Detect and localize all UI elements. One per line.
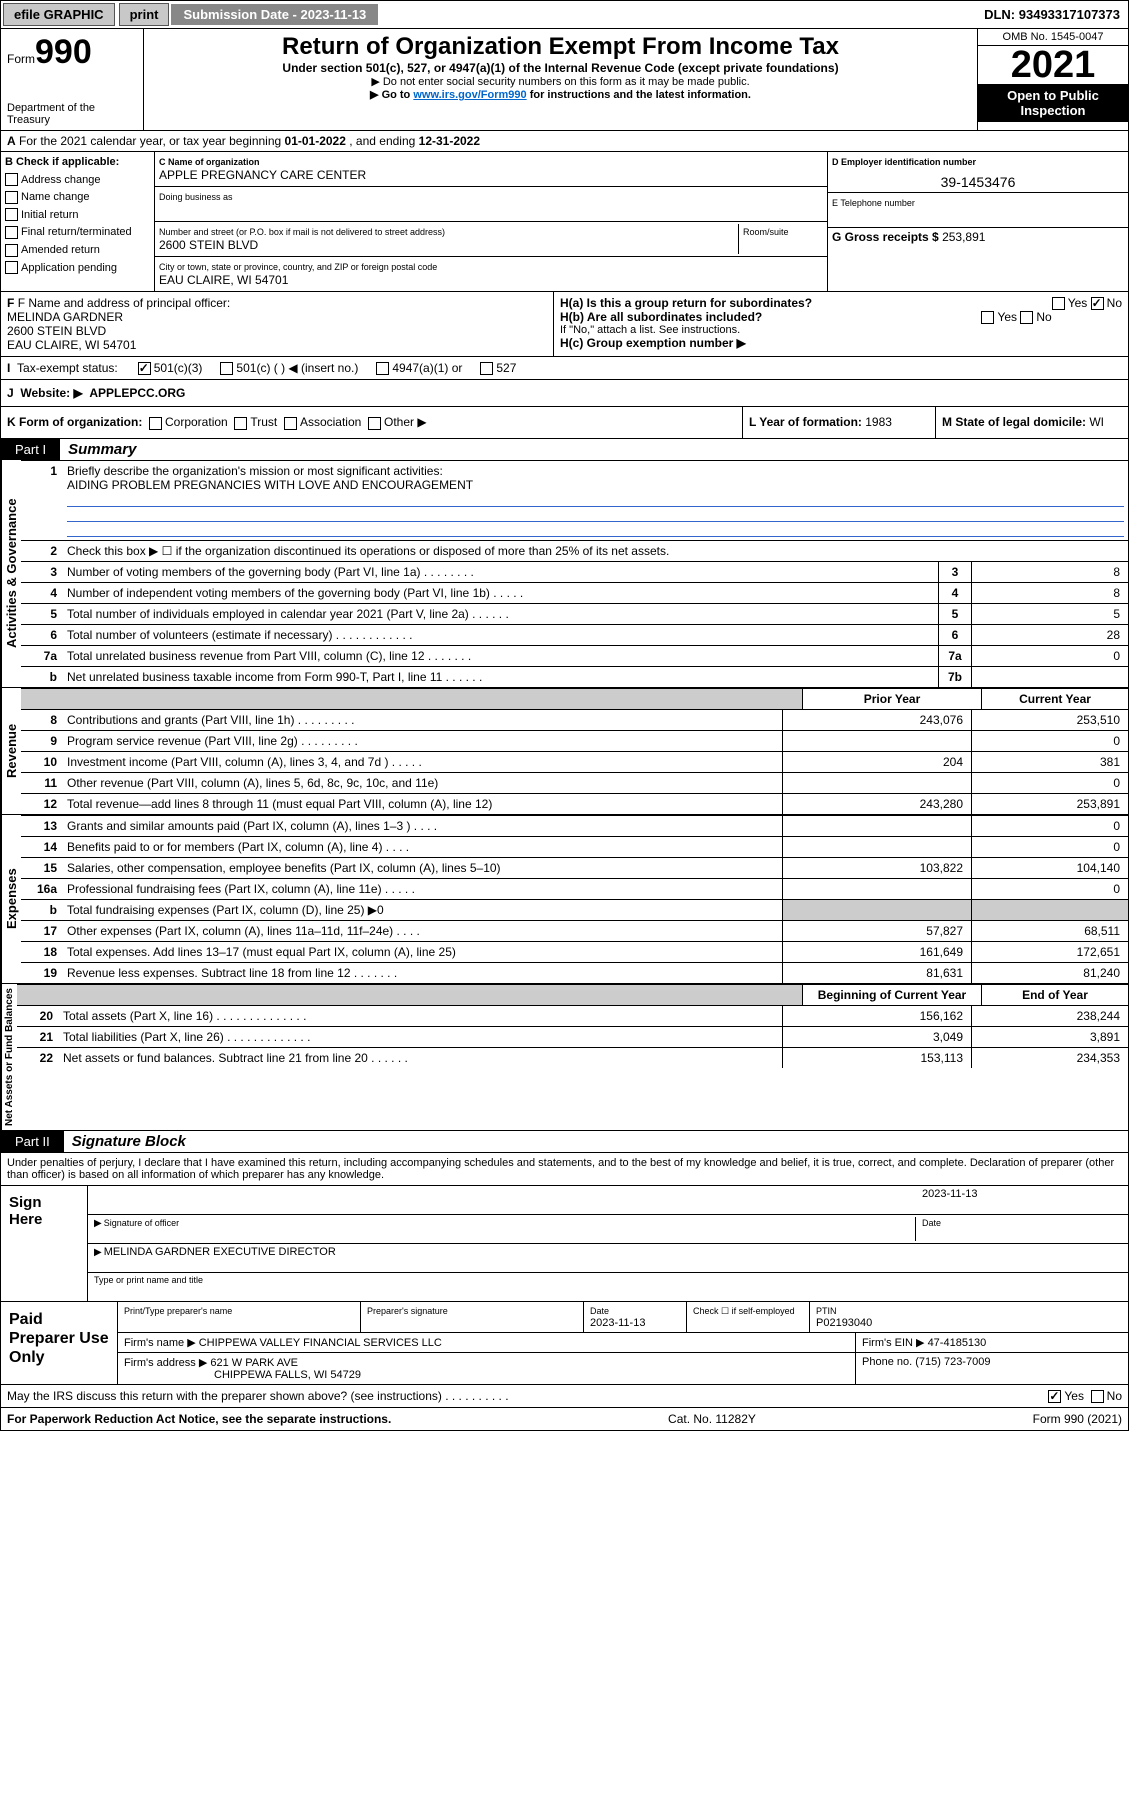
firm-addr: 621 W PARK AVE <box>210 1357 298 1369</box>
table-row: 5Total number of individuals employed in… <box>21 603 1128 624</box>
part1: Part ISummary Activities & Governance 1B… <box>0 439 1129 1131</box>
check-b: B Check if applicable: Address change Na… <box>1 152 155 291</box>
city: EAU CLAIRE, WI 54701 <box>159 273 288 287</box>
penalty-text: Under penalties of perjury, I declare th… <box>0 1153 1129 1186</box>
officer-name-title: MELINDA GARDNER EXECUTIVE DIRECTOR <box>104 1246 336 1270</box>
table-row: 10Investment income (Part VIII, column (… <box>21 751 1128 772</box>
mission: AIDING PROBLEM PREGNANCIES WITH LOVE AND… <box>67 478 473 492</box>
ptin: P02193040 <box>816 1317 872 1329</box>
form-title: Return of Organization Exempt From Incom… <box>150 33 971 61</box>
table-row: 22Net assets or fund balances. Subtract … <box>17 1047 1128 1068</box>
open-inspection: Open to Public Inspection <box>978 84 1128 122</box>
row-i: I Tax-exempt status: 501(c)(3) 501(c) ( … <box>0 357 1129 380</box>
net-label: Net Assets or Fund Balances <box>1 984 17 1130</box>
submission-date: Submission Date - 2023-11-13 <box>171 4 378 25</box>
year-formation: 1983 <box>865 415 892 429</box>
row-k-l-m: K Form of organization: Corporation Trus… <box>0 407 1129 438</box>
table-row: 18Total expenses. Add lines 13–17 (must … <box>21 941 1128 962</box>
sign-date: 2023-11-13 <box>922 1188 1122 1212</box>
table-row: bNet unrelated business taxable income f… <box>21 666 1128 687</box>
firm-ein: 47-4185130 <box>928 1337 987 1349</box>
website: APPLEPCC.ORG <box>89 386 185 400</box>
table-row: 16aProfessional fundraising fees (Part I… <box>21 878 1128 899</box>
rev-label: Revenue <box>1 688 21 814</box>
tax-year: 2021 <box>978 46 1128 84</box>
footer: For Paperwork Reduction Act Notice, see … <box>0 1408 1129 1431</box>
row-f-h: F F Name and address of principal office… <box>0 292 1129 357</box>
table-row: 8Contributions and grants (Part VIII, li… <box>21 709 1128 730</box>
efile-button[interactable]: efile GRAPHIC <box>3 3 115 26</box>
table-row: 13Grants and similar amounts paid (Part … <box>21 815 1128 836</box>
topbar: efile GRAPHIC print Submission Date - 20… <box>0 0 1129 29</box>
table-row: 14Benefits paid to or for members (Part … <box>21 836 1128 857</box>
print-button[interactable]: print <box>119 3 170 26</box>
part1-header: Part I <box>1 439 60 460</box>
table-row: bTotal fundraising expenses (Part IX, co… <box>21 899 1128 920</box>
table-row: 6Total number of volunteers (estimate if… <box>21 624 1128 645</box>
firm-name: CHIPPEWA VALLEY FINANCIAL SERVICES LLC <box>199 1337 442 1349</box>
dln: DLN: 93493317107373 <box>976 4 1128 25</box>
dept-label: Department of the Treasury <box>7 102 137 126</box>
table-row: 11Other revenue (Part VIII, column (A), … <box>21 772 1128 793</box>
table-row: 9Program service revenue (Part VIII, lin… <box>21 730 1128 751</box>
org-name: APPLE PREGNANCY CARE CENTER <box>159 168 366 182</box>
firm-phone: (715) 723-7009 <box>915 1356 990 1368</box>
table-row: 15Salaries, other compensation, employee… <box>21 857 1128 878</box>
table-row: 3Number of voting members of the governi… <box>21 561 1128 582</box>
table-row: 17Other expenses (Part IX, column (A), l… <box>21 920 1128 941</box>
paid-preparer: Paid Preparer Use Only Print/Type prepar… <box>0 1302 1129 1385</box>
cat-no: Cat. No. 11282Y <box>391 1412 1032 1426</box>
sign-here: Sign Here 2023-11-13 Signature of office… <box>0 1186 1129 1302</box>
table-row: 21Total liabilities (Part X, line 26) . … <box>17 1026 1128 1047</box>
form-link: ▶ Go to www.irs.gov/Form990 for instruct… <box>150 88 971 101</box>
row-j: J Website: ▶ APPLEPCC.ORG <box>0 380 1129 407</box>
gov-label: Activities & Governance <box>1 460 21 687</box>
prep-date: 2023-11-13 <box>590 1317 645 1329</box>
exp-label: Expenses <box>1 815 21 983</box>
part2: Part IISignature Block <box>0 1131 1129 1153</box>
table-row: 4Number of independent voting members of… <box>21 582 1128 603</box>
gross-receipts: 253,891 <box>942 230 985 244</box>
form-header: Form990 Department of the Treasury Retur… <box>0 29 1129 131</box>
part2-header: Part II <box>1 1131 64 1152</box>
table-row: 20Total assets (Part X, line 16) . . . .… <box>17 1005 1128 1026</box>
form-number: Form990 <box>7 33 137 72</box>
irs-link[interactable]: www.irs.gov/Form990 <box>413 89 526 101</box>
table-row: 7aTotal unrelated business revenue from … <box>21 645 1128 666</box>
table-row: 12Total revenue—add lines 8 through 11 (… <box>21 793 1128 814</box>
form-subtitle: Under section 501(c), 527, or 4947(a)(1)… <box>150 61 971 75</box>
street: 2600 STEIN BLVD <box>159 238 258 252</box>
domicile: WI <box>1089 415 1104 429</box>
ein: 39-1453476 <box>832 168 1124 190</box>
row-a: A For the 2021 calendar year, or tax yea… <box>0 131 1129 152</box>
officer-name: MELINDA GARDNER <box>7 310 123 324</box>
form-note1: ▶ Do not enter social security numbers o… <box>150 75 971 88</box>
section-bcdeg: B Check if applicable: Address change Na… <box>0 152 1129 292</box>
form-ref: Form 990 (2021) <box>1033 1412 1122 1426</box>
discuss-row: May the IRS discuss this return with the… <box>0 1385 1129 1408</box>
table-row: 19Revenue less expenses. Subtract line 1… <box>21 962 1128 983</box>
